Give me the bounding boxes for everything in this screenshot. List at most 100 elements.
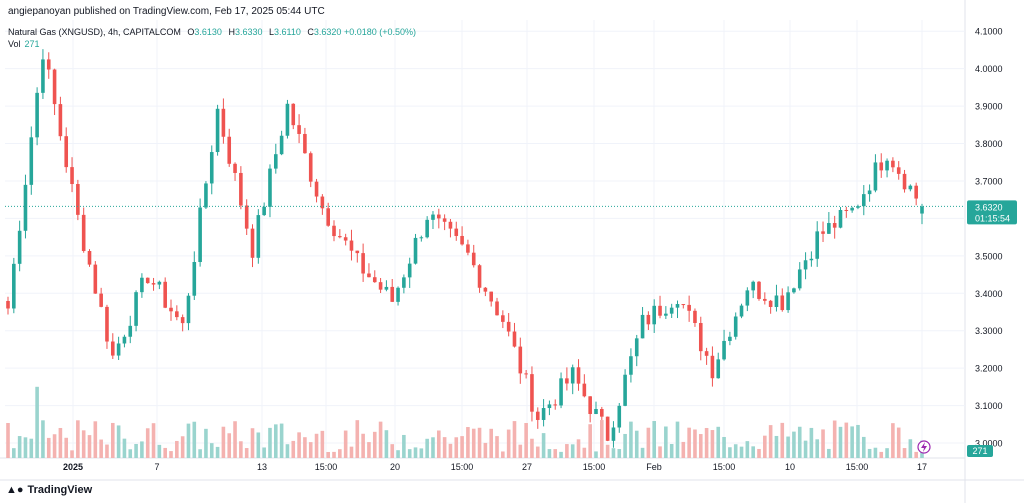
candle-body	[320, 196, 325, 209]
volume-bar	[687, 427, 691, 458]
volume-bar	[704, 427, 709, 458]
candle-body	[41, 59, 45, 93]
candle-body	[582, 383, 587, 397]
candle-body	[431, 214, 435, 220]
candle-body	[739, 305, 744, 317]
candle-body	[477, 265, 482, 288]
x-tick-label: 13	[257, 462, 267, 472]
x-tick-label: 15:00	[713, 462, 736, 472]
candle-body	[110, 341, 115, 356]
candle-body	[425, 219, 429, 238]
volume-bar	[803, 440, 808, 458]
candle-body	[879, 162, 884, 171]
candle-body	[547, 404, 552, 409]
candle-body	[58, 104, 63, 137]
tradingview-brand[interactable]: ▲● TradingView	[6, 484, 92, 496]
volume-bar	[233, 421, 237, 458]
candle-body	[355, 250, 360, 254]
candle-body	[861, 194, 866, 207]
change-value: +0.0180 (+0.50%)	[343, 27, 416, 37]
volume-bar	[396, 450, 400, 458]
candle-body	[303, 133, 307, 154]
y-tick-label: 3.4000	[975, 289, 1003, 299]
volume-bar	[547, 449, 552, 458]
volume-bar	[122, 438, 127, 458]
candle-body	[594, 408, 598, 415]
candle-body	[116, 343, 121, 356]
volume-bar	[29, 438, 34, 458]
candle-body	[273, 154, 278, 169]
candle-body	[192, 262, 197, 296]
candle-body	[244, 205, 249, 229]
candle-body	[559, 378, 563, 406]
candle-body	[501, 315, 505, 322]
symbol-title[interactable]: Natural Gas (XNGUSD), 4h, CAPITALCOM	[8, 27, 181, 37]
candle-body	[338, 236, 342, 238]
x-tick-label: 10	[785, 462, 795, 472]
candle-body	[780, 295, 785, 311]
volume-bar	[844, 422, 849, 458]
volume-bar	[402, 434, 406, 458]
volume-bar	[64, 437, 69, 458]
volume-bar	[559, 451, 563, 458]
candle-body	[704, 351, 709, 356]
candle-body	[576, 367, 581, 384]
candle-body	[908, 185, 913, 190]
candle-body	[565, 378, 569, 384]
candle-body	[920, 206, 924, 214]
candle-body	[122, 336, 127, 344]
candle-body	[745, 290, 750, 306]
candle-body	[6, 300, 10, 309]
volume-bar	[873, 447, 878, 458]
volume-bar	[314, 433, 319, 458]
candle-body	[35, 92, 39, 138]
candle-body	[87, 251, 92, 265]
candle-body	[256, 215, 261, 258]
volume-bar	[570, 444, 575, 458]
candle-body	[186, 295, 191, 324]
volume-bar	[413, 447, 418, 458]
candle-body	[763, 298, 767, 301]
volume-bar	[221, 426, 226, 458]
open-label: O	[187, 27, 195, 37]
y-tick-label: 3.8000	[975, 139, 1003, 149]
volume-bar	[6, 423, 10, 458]
volume-bar	[58, 427, 63, 458]
volume-bar	[518, 444, 523, 458]
candle-body	[343, 237, 348, 241]
candle-body	[669, 307, 674, 314]
volume-bar	[617, 449, 622, 458]
candle-body	[658, 305, 662, 316]
candle-body	[716, 359, 721, 379]
open-value: 3.6130	[194, 27, 222, 37]
candle-body	[99, 293, 103, 307]
volume-bar	[76, 420, 80, 458]
volume-bar	[664, 426, 668, 458]
candle-body	[832, 223, 837, 228]
volume-bar	[611, 448, 616, 458]
volume-bar	[116, 425, 121, 458]
volume-bar	[186, 423, 191, 458]
candle-body	[180, 317, 185, 324]
volume-bar	[110, 422, 115, 458]
candle-body	[128, 325, 133, 337]
candle-body	[850, 207, 854, 211]
volume-bar	[35, 386, 39, 458]
volume-bar	[326, 451, 330, 458]
candle-body	[588, 396, 592, 415]
candle-body	[145, 277, 150, 284]
volume-bar	[832, 420, 837, 458]
volume-bar	[623, 433, 627, 458]
volume-bar	[70, 450, 74, 458]
volume-bar	[466, 427, 470, 458]
volume-bar	[192, 421, 197, 458]
candle-body	[885, 160, 889, 171]
volume-bar	[501, 451, 505, 458]
volume-bar	[739, 446, 744, 458]
volume-value: 271	[24, 39, 40, 49]
candle-body	[553, 404, 558, 406]
candle-body	[332, 225, 336, 237]
volume-bar	[291, 440, 296, 458]
volume-bar	[716, 426, 721, 458]
